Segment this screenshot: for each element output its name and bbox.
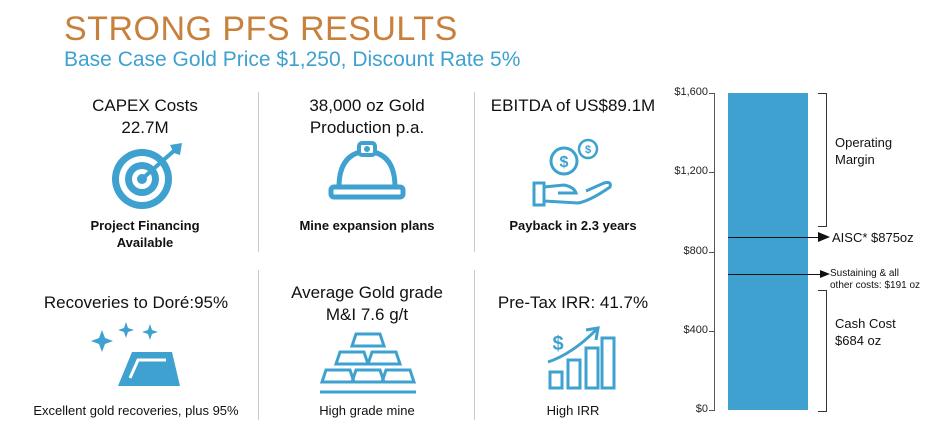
- gold-stack-icon: [319, 332, 417, 394]
- metric-recoveries: Recoveries to Doré:95% Excellent gold re…: [16, 292, 256, 422]
- sustaining-label: Sustaining & all other costs: $191 oz: [830, 268, 921, 292]
- svg-text:$: $: [552, 333, 563, 355]
- divider: [474, 270, 475, 420]
- cash-cost-label: Cash Cost $684 oz: [835, 316, 896, 348]
- svg-text:$: $: [560, 154, 569, 171]
- target-icon: [112, 143, 182, 209]
- y-tick-label: $1,600: [674, 86, 708, 98]
- divider: [258, 92, 259, 252]
- divider: [474, 92, 475, 252]
- chart-bar: [728, 93, 808, 410]
- page-subtitle: Base Case Gold Price $1,250, Discount Ra…: [64, 48, 521, 71]
- aisc-line: [728, 236, 820, 238]
- y-tick-label: $400: [683, 323, 708, 336]
- gold-bar-sparkle-icon: [91, 322, 180, 386]
- operating-margin-label: Operating Margin: [835, 135, 893, 167]
- svg-text:$: $: [585, 144, 591, 156]
- page-title: STRONG PFS RESULTS: [64, 10, 458, 48]
- growth-chart-icon: $: [547, 326, 616, 390]
- metric-grade: Average Gold grade M&I 7.6 g/t High grad…: [262, 282, 472, 422]
- y-tick: [709, 93, 715, 94]
- metric-foot: Mine expansion plans: [299, 218, 435, 233]
- y-tick-label: $0: [695, 403, 708, 415]
- divider: [258, 270, 259, 420]
- metric-irr: Pre-Tax IRR: 41.7% $ High IRR: [478, 292, 668, 422]
- y-tick: [709, 410, 715, 411]
- y-tick: [709, 330, 715, 332]
- metric-foot: High grade mine: [319, 403, 415, 418]
- metric-head: Pre-Tax IRR: 41.7%: [497, 293, 649, 312]
- y-tick: [709, 251, 715, 253]
- metric-head: 38,000 oz Gold Production p.a.: [309, 96, 425, 137]
- metric-foot: Excellent gold recoveries, plus 95%: [33, 403, 239, 418]
- cash-cost-bracket: [818, 290, 827, 412]
- y-tick-label: $1,200: [674, 165, 708, 178]
- metric-head: EBITDA of US$89.1M: [490, 96, 656, 115]
- hand-coin-icon: $ $: [532, 138, 612, 207]
- arrow-icon: [820, 270, 830, 279]
- metric-foot: High IRR: [546, 403, 600, 418]
- arrow-icon: [818, 231, 830, 242]
- y-tick: [709, 172, 715, 174]
- hard-hat-icon: [328, 141, 406, 200]
- y-tick-label: $800: [683, 244, 708, 257]
- operating-margin-bracket: [818, 93, 827, 227]
- metric-foot: Payback in 2.3 years: [509, 218, 637, 233]
- metric-foot: Project Financing Available: [90, 218, 200, 250]
- sustaining-line: [728, 274, 820, 276]
- metric-head: CAPEX Costs 22.7M: [92, 96, 198, 137]
- metric-capex: CAPEX Costs 22.7M Project Financing Avai…: [40, 95, 250, 260]
- metric-production: 38,000 oz Gold Production p.a. Mine expa…: [262, 95, 472, 260]
- aisc-label: AISC* $875oz: [832, 229, 914, 245]
- metric-ebitda: EBITDA of US$89.1M $ $ Payback in 2.3 ye…: [478, 95, 668, 260]
- metric-head: Recoveries to Doré:95%: [43, 293, 229, 312]
- metric-head: Average Gold grade M&I 7.6 g/t: [291, 283, 443, 324]
